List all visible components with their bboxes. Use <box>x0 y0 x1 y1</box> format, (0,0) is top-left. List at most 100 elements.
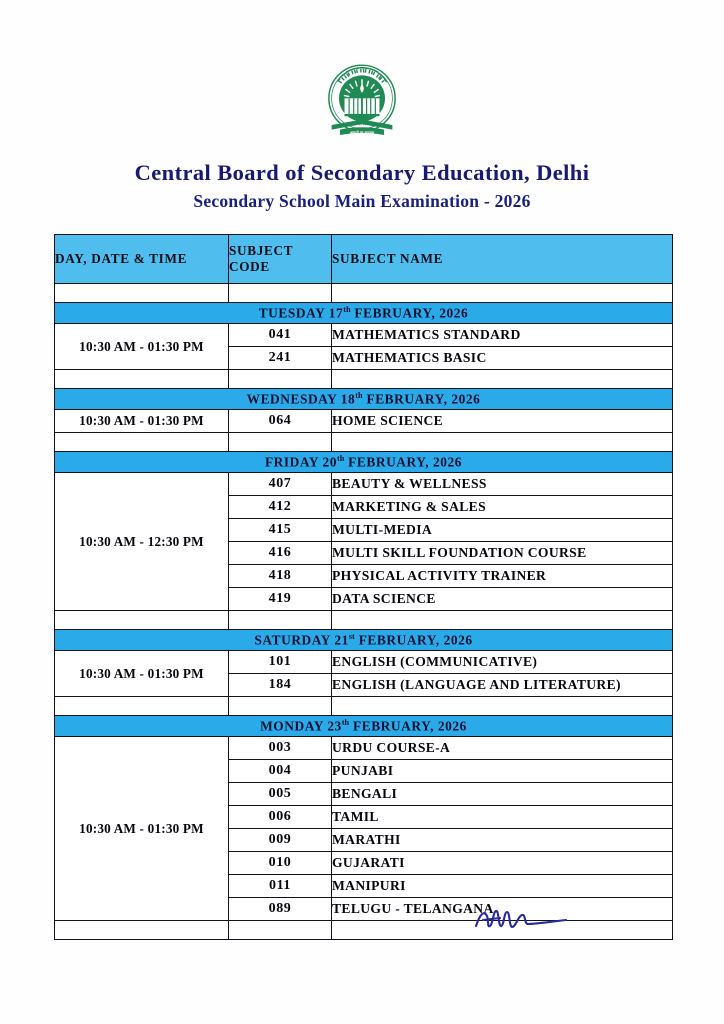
exam-time-cell: 10:30 AM - 12:30 PM <box>54 472 229 611</box>
spacer-cell <box>228 696 332 716</box>
spacer-cell <box>331 283 673 303</box>
authorised-signature <box>474 909 568 929</box>
date-band-row: FRIDAY 20th FEBRUARY, 2026 <box>54 451 673 473</box>
subject-code-cell: 419 <box>228 587 332 611</box>
spacer-cell <box>331 432 673 452</box>
subject-name-cell: PHYSICAL ACTIVITY TRAINER <box>331 564 673 588</box>
date-band-row: WEDNESDAY 18th FEBRUARY, 2026 <box>54 388 673 410</box>
subject-name-cell: MATHEMATICS BASIC <box>331 346 673 370</box>
table-row: 10:30 AM - 12:30 PM 407 BEAUTY & WELLNESS <box>54 472 673 611</box>
document-titles: Central Board of Secondary Education, De… <box>0 160 724 212</box>
table-row: 241 MATHEMATICS BASIC <box>55 346 673 370</box>
subject-code-cell: 089 <box>228 897 332 921</box>
table-row: 10:30 AM - 01:30 PM 101 ENGLISH (COMMUNICA… <box>54 650 673 697</box>
spacer-row <box>54 920 673 940</box>
table-row: 10:30 AM - 01:30 PM 064 HOME SCIENCE <box>54 409 673 433</box>
subject-name-cell: HOME SCIENCE <box>331 409 673 433</box>
subject-code-cell: 006 <box>228 805 332 829</box>
table-row: 418 PHYSICAL ACTIVITY TRAINER <box>55 564 673 588</box>
date-ordinal-suffix: th <box>341 717 350 727</box>
subject-name-cell: MULTI-MEDIA <box>331 518 673 542</box>
date-band-suffix: FEBRUARY, 2026 <box>349 718 467 734</box>
subject-code-cell: 004 <box>228 759 332 783</box>
subject-name-cell: MATHEMATICS STANDARD <box>331 323 673 347</box>
table-row: 005 BENGALI <box>55 782 673 806</box>
exam-time-cell: 10:30 AM - 01:30 PM <box>54 650 229 697</box>
exam-time-cell: 10:30 AM - 01:30 PM <box>54 323 229 370</box>
cbse-logo-container: भारत असतो मा सद्गमय <box>0 56 724 148</box>
spacer-row <box>54 696 673 716</box>
exam-time-cell: 10:30 AM - 01:30 PM <box>54 409 229 433</box>
date-band-row: SATURDAY 21st FEBRUARY, 2026 <box>54 629 673 651</box>
subject-code-cell: 418 <box>228 564 332 588</box>
subject-name-cell: ENGLISH (LANGUAGE AND LITERATURE) <box>331 673 673 697</box>
date-band-saturday-21-feb-2026: SATURDAY 21st FEBRUARY, 2026 <box>54 629 673 651</box>
subject-code-cell: 041 <box>228 323 332 347</box>
subject-name-cell: MULTI SKILL FOUNDATION COURSE <box>331 541 673 565</box>
subject-code-cell: 011 <box>228 874 332 898</box>
date-band-suffix: FEBRUARY, 2026 <box>344 454 463 470</box>
subject-code-cell: 184 <box>228 673 332 697</box>
date-band-tuesday-17-feb-2026: TUESDAY 17th FEBRUARY, 2026 <box>54 302 673 324</box>
subject-code-cell: 415 <box>228 518 332 542</box>
date-ordinal-suffix: st <box>348 631 355 641</box>
spacer-row <box>54 432 673 452</box>
spacer-cell <box>54 696 229 716</box>
svg-text:भारत: भारत <box>356 120 368 127</box>
subject-name-cell: PUNJABI <box>331 759 673 783</box>
column-header-subject-name: SUBJECT NAME <box>331 234 673 284</box>
date-band-prefix: SATURDAY 21 <box>254 632 349 648</box>
organisation-title: Central Board of Secondary Education, De… <box>134 160 590 185</box>
subject-name-cell: MARKETING & SALES <box>331 495 673 519</box>
spacer-cell <box>54 432 229 452</box>
spacer-cell <box>54 920 229 940</box>
table-row: 10:30 AM - 01:30 PM 041 MATHEMATICS STANDA… <box>54 323 673 370</box>
subject-code-cell: 412 <box>228 495 332 519</box>
spacer-cell <box>54 369 229 389</box>
subject-code-cell: 009 <box>228 828 332 852</box>
exam-date-sheet-table: DAY, DATE & TIME SUBJECT CODE SUBJECT NA… <box>54 234 673 940</box>
svg-text:असतो मा सद्गमय: असतो मा सद्गमय <box>350 130 375 135</box>
date-band-row: MONDAY 23th FEBRUARY, 2026 <box>54 715 673 737</box>
subject-code-cell: 064 <box>228 409 332 433</box>
subject-code-cell: 101 <box>228 650 332 674</box>
date-band-suffix: FEBRUARY, 2026 <box>362 391 481 407</box>
subject-name-cell: DATA SCIENCE <box>331 587 673 611</box>
column-header-subject-code: SUBJECT CODE <box>228 234 332 284</box>
table-body: TUESDAY 17th FEBRUARY, 2026 10:30 AM - 01… <box>54 283 673 940</box>
date-band-row: TUESDAY 17th FEBRUARY, 2026 <box>54 302 673 324</box>
column-header-subject-code-line1: SUBJECT <box>229 242 294 258</box>
spacer-cell <box>331 696 673 716</box>
date-band-monday-23-feb-2026: MONDAY 23th FEBRUARY, 2026 <box>54 715 673 737</box>
subject-name-cell: MARATHI <box>331 828 673 852</box>
exam-time-cell: 10:30 AM - 01:30 PM <box>54 736 229 921</box>
spacer-cell <box>54 610 229 630</box>
date-band-prefix: WEDNESDAY 18 <box>246 391 356 407</box>
spacer-cell <box>331 920 673 940</box>
date-ordinal-suffix: th <box>336 453 345 463</box>
spacer-cell <box>228 610 332 630</box>
spacer-row <box>54 610 673 630</box>
date-band-prefix: TUESDAY 17 <box>258 305 344 321</box>
table-row: 011 MANIPURI <box>55 874 673 898</box>
spacer-cell <box>331 369 673 389</box>
subject-name-cell: URDU COURSE-A <box>331 736 673 760</box>
table-row: 004 PUNJABI <box>55 759 673 783</box>
date-band-suffix: FEBRUARY, 2026 <box>350 305 469 321</box>
spacer-row <box>54 369 673 389</box>
date-band-prefix: MONDAY 23 <box>260 718 342 734</box>
subject-code-cell: 005 <box>228 782 332 806</box>
table-row: 416 MULTI SKILL FOUNDATION COURSE <box>55 541 673 565</box>
subject-name-cell: TAMIL <box>331 805 673 829</box>
date-band-suffix: FEBRUARY, 2026 <box>354 632 473 648</box>
cbse-emblem-icon: भारत असतो मा सद्गमय <box>328 64 396 135</box>
date-band-prefix: FRIDAY 20 <box>264 454 337 470</box>
spacer-cell <box>228 283 332 303</box>
subject-name-cell: ENGLISH (COMMUNICATIVE) <box>331 650 673 674</box>
column-header-subject-code-line2: CODE <box>229 259 270 274</box>
table-row: 10:30 AM - 01:30 PM 003 URDU COURSE-A <box>54 736 673 921</box>
spacer-cell <box>228 432 332 452</box>
subject-code-cell: 010 <box>228 851 332 875</box>
subject-name-cell: GUJARATI <box>331 851 673 875</box>
